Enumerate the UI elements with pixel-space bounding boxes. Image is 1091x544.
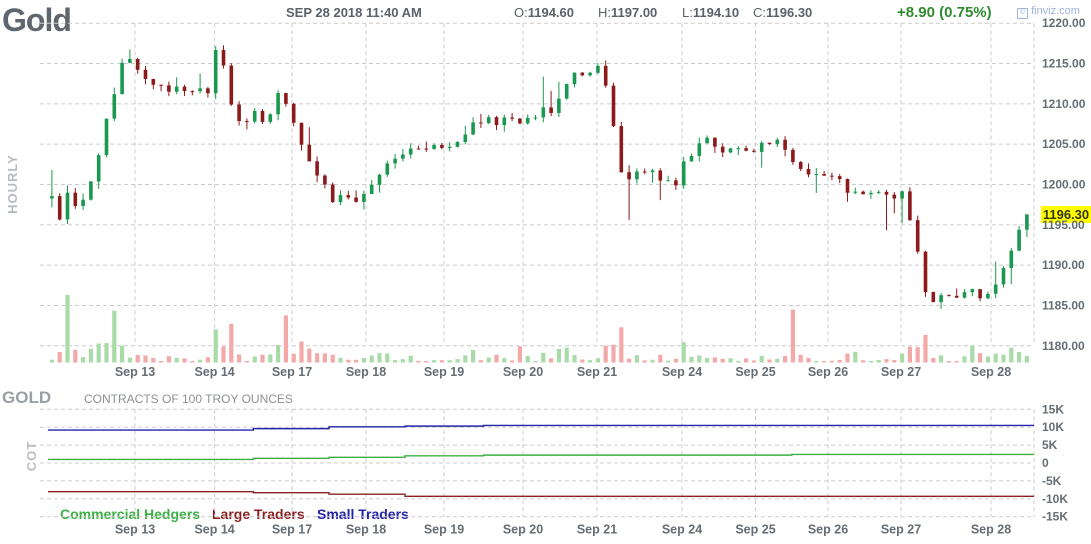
svg-text:-15K: -15K bbox=[1042, 510, 1068, 524]
svg-text:-5K: -5K bbox=[1042, 474, 1062, 488]
svg-text:Sep 21: Sep 21 bbox=[577, 523, 617, 537]
svg-text:Sep 26: Sep 26 bbox=[808, 523, 848, 537]
svg-text:Sep 19: Sep 19 bbox=[424, 523, 464, 537]
svg-text:Sep 25: Sep 25 bbox=[735, 523, 775, 537]
svg-text:0: 0 bbox=[1042, 456, 1049, 470]
svg-text:5K: 5K bbox=[1042, 438, 1058, 452]
svg-text:Sep 17: Sep 17 bbox=[272, 523, 312, 537]
svg-text:15K: 15K bbox=[1042, 402, 1064, 416]
svg-text:-10K: -10K bbox=[1042, 492, 1068, 506]
svg-text:10K: 10K bbox=[1042, 420, 1064, 434]
svg-text:Sep 18: Sep 18 bbox=[346, 523, 386, 537]
svg-text:Sep 27: Sep 27 bbox=[881, 523, 921, 537]
svg-text:Sep 13: Sep 13 bbox=[115, 523, 155, 537]
svg-text:Sep 20: Sep 20 bbox=[503, 523, 543, 537]
svg-text:Sep 24: Sep 24 bbox=[662, 523, 702, 537]
svg-text:Sep 28: Sep 28 bbox=[971, 523, 1011, 537]
svg-text:Sep 14: Sep 14 bbox=[194, 523, 234, 537]
